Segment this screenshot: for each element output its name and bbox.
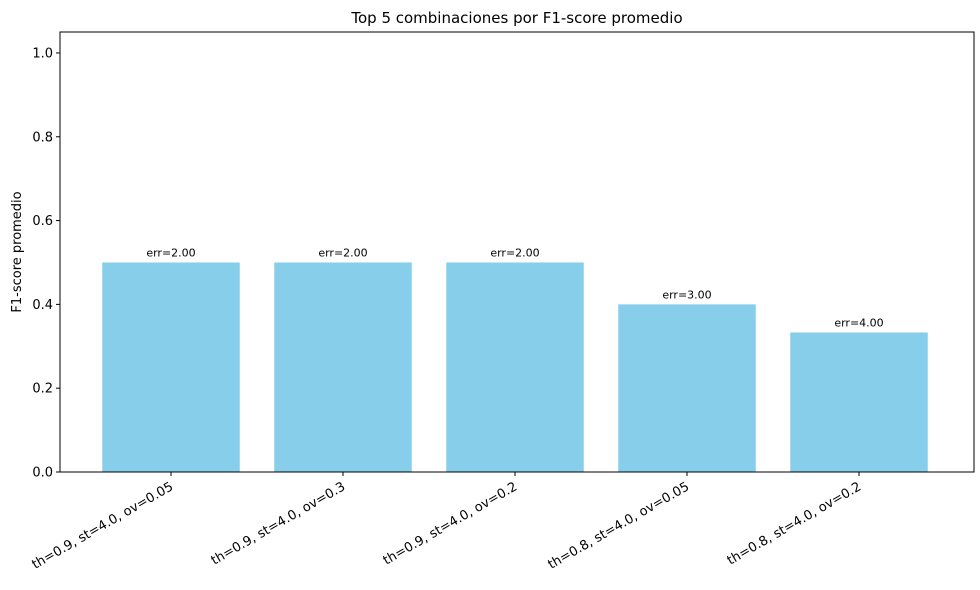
- bar: [790, 332, 928, 472]
- bars: [102, 262, 928, 472]
- x-tick-label: th=0.9, st=4.0, ov=0.3: [209, 479, 348, 568]
- y-tick-label: 0.8: [32, 130, 53, 145]
- bar-data-label: err=4.00: [834, 316, 883, 329]
- x-tick-label: th=0.9, st=4.0, ov=0.05: [30, 479, 176, 572]
- x-tick-label: th=0.8, st=4.0, ov=0.05: [546, 479, 692, 572]
- bar: [274, 262, 412, 472]
- bar-data-label: err=2.00: [146, 246, 195, 259]
- x-tick-label: th=0.8, st=4.0, ov=0.2: [725, 479, 864, 568]
- plot-frame: [59, 31, 975, 473]
- bar-data-label: err=2.00: [490, 246, 539, 259]
- x-axis-ticks: th=0.9, st=4.0, ov=0.05 th=0.9, st=4.0, o…: [30, 472, 864, 573]
- y-axis-label: F1-score promedio: [10, 191, 25, 312]
- y-axis-ticks: 0.0 0.2 0.4 0.6 0.8 1.0: [32, 46, 60, 481]
- x-tick-label: th=0.9, st=4.0, ov=0.2: [381, 479, 520, 568]
- bar: [102, 262, 240, 472]
- data-labels: err=2.00 err=2.00 err=2.00 err=3.00 err=4.00: [146, 246, 883, 329]
- y-tick-label: 0.0: [32, 466, 53, 481]
- y-tick-label: 0.2: [32, 382, 53, 397]
- chart-title: Top 5 combinaciones por F1-score promedi…: [350, 9, 682, 27]
- bar: [618, 304, 756, 472]
- y-tick-label: 0.6: [32, 214, 53, 229]
- bar: [446, 262, 584, 472]
- y-tick-label: 1.0: [32, 46, 53, 61]
- bar-data-label: err=2.00: [318, 246, 367, 259]
- bar-data-label: err=3.00: [662, 288, 711, 301]
- y-tick-label: 0.4: [32, 298, 53, 313]
